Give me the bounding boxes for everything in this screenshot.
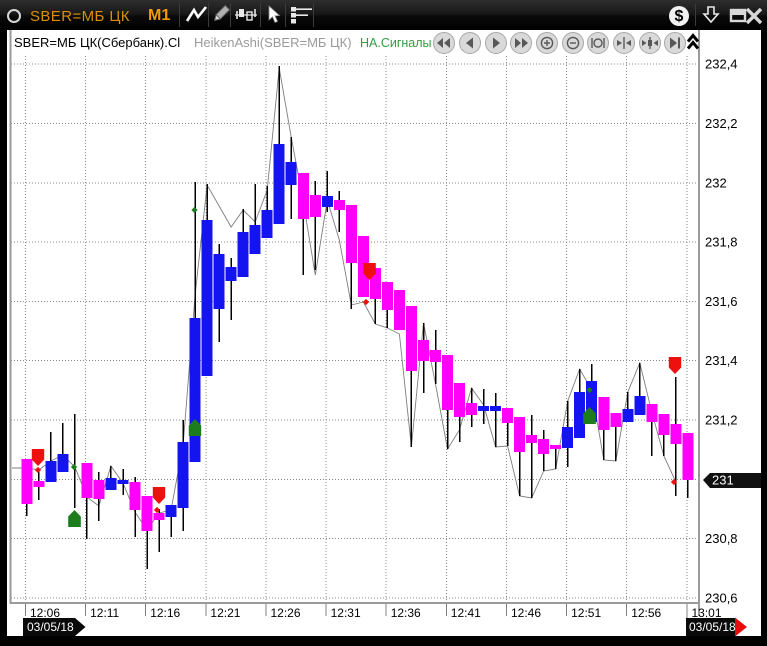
svg-text:12:26: 12:26 <box>271 606 301 620</box>
svg-text:12:51: 12:51 <box>571 606 601 620</box>
svg-text:231,8: 231,8 <box>705 235 738 250</box>
svg-text:12:41: 12:41 <box>451 606 481 620</box>
svg-text:03/05/18: 03/05/18 <box>689 620 736 634</box>
svg-text:230,8: 230,8 <box>705 531 738 546</box>
svg-text:232,2: 232,2 <box>705 116 738 131</box>
svg-text:232,4: 232,4 <box>705 57 738 72</box>
svg-text:12:11: 12:11 <box>90 606 119 620</box>
svg-text:12:56: 12:56 <box>631 606 661 620</box>
svg-text:12:36: 12:36 <box>391 606 421 620</box>
svg-text:231,2: 231,2 <box>705 413 738 428</box>
svg-text:03/05/18: 03/05/18 <box>27 620 74 634</box>
svg-text:12:21: 12:21 <box>210 606 240 620</box>
svg-text:230,6: 230,6 <box>705 590 738 605</box>
svg-text:12:16: 12:16 <box>150 606 180 620</box>
svg-text:12:06: 12:06 <box>30 606 60 620</box>
svg-text:13:01: 13:01 <box>692 606 722 620</box>
svg-text:231,6: 231,6 <box>705 294 738 309</box>
svg-text:231,4: 231,4 <box>705 353 738 368</box>
svg-text:12:31: 12:31 <box>331 606 361 620</box>
svg-text:231: 231 <box>712 473 734 488</box>
svg-text:232: 232 <box>705 175 727 190</box>
svg-text:12:46: 12:46 <box>511 606 541 620</box>
